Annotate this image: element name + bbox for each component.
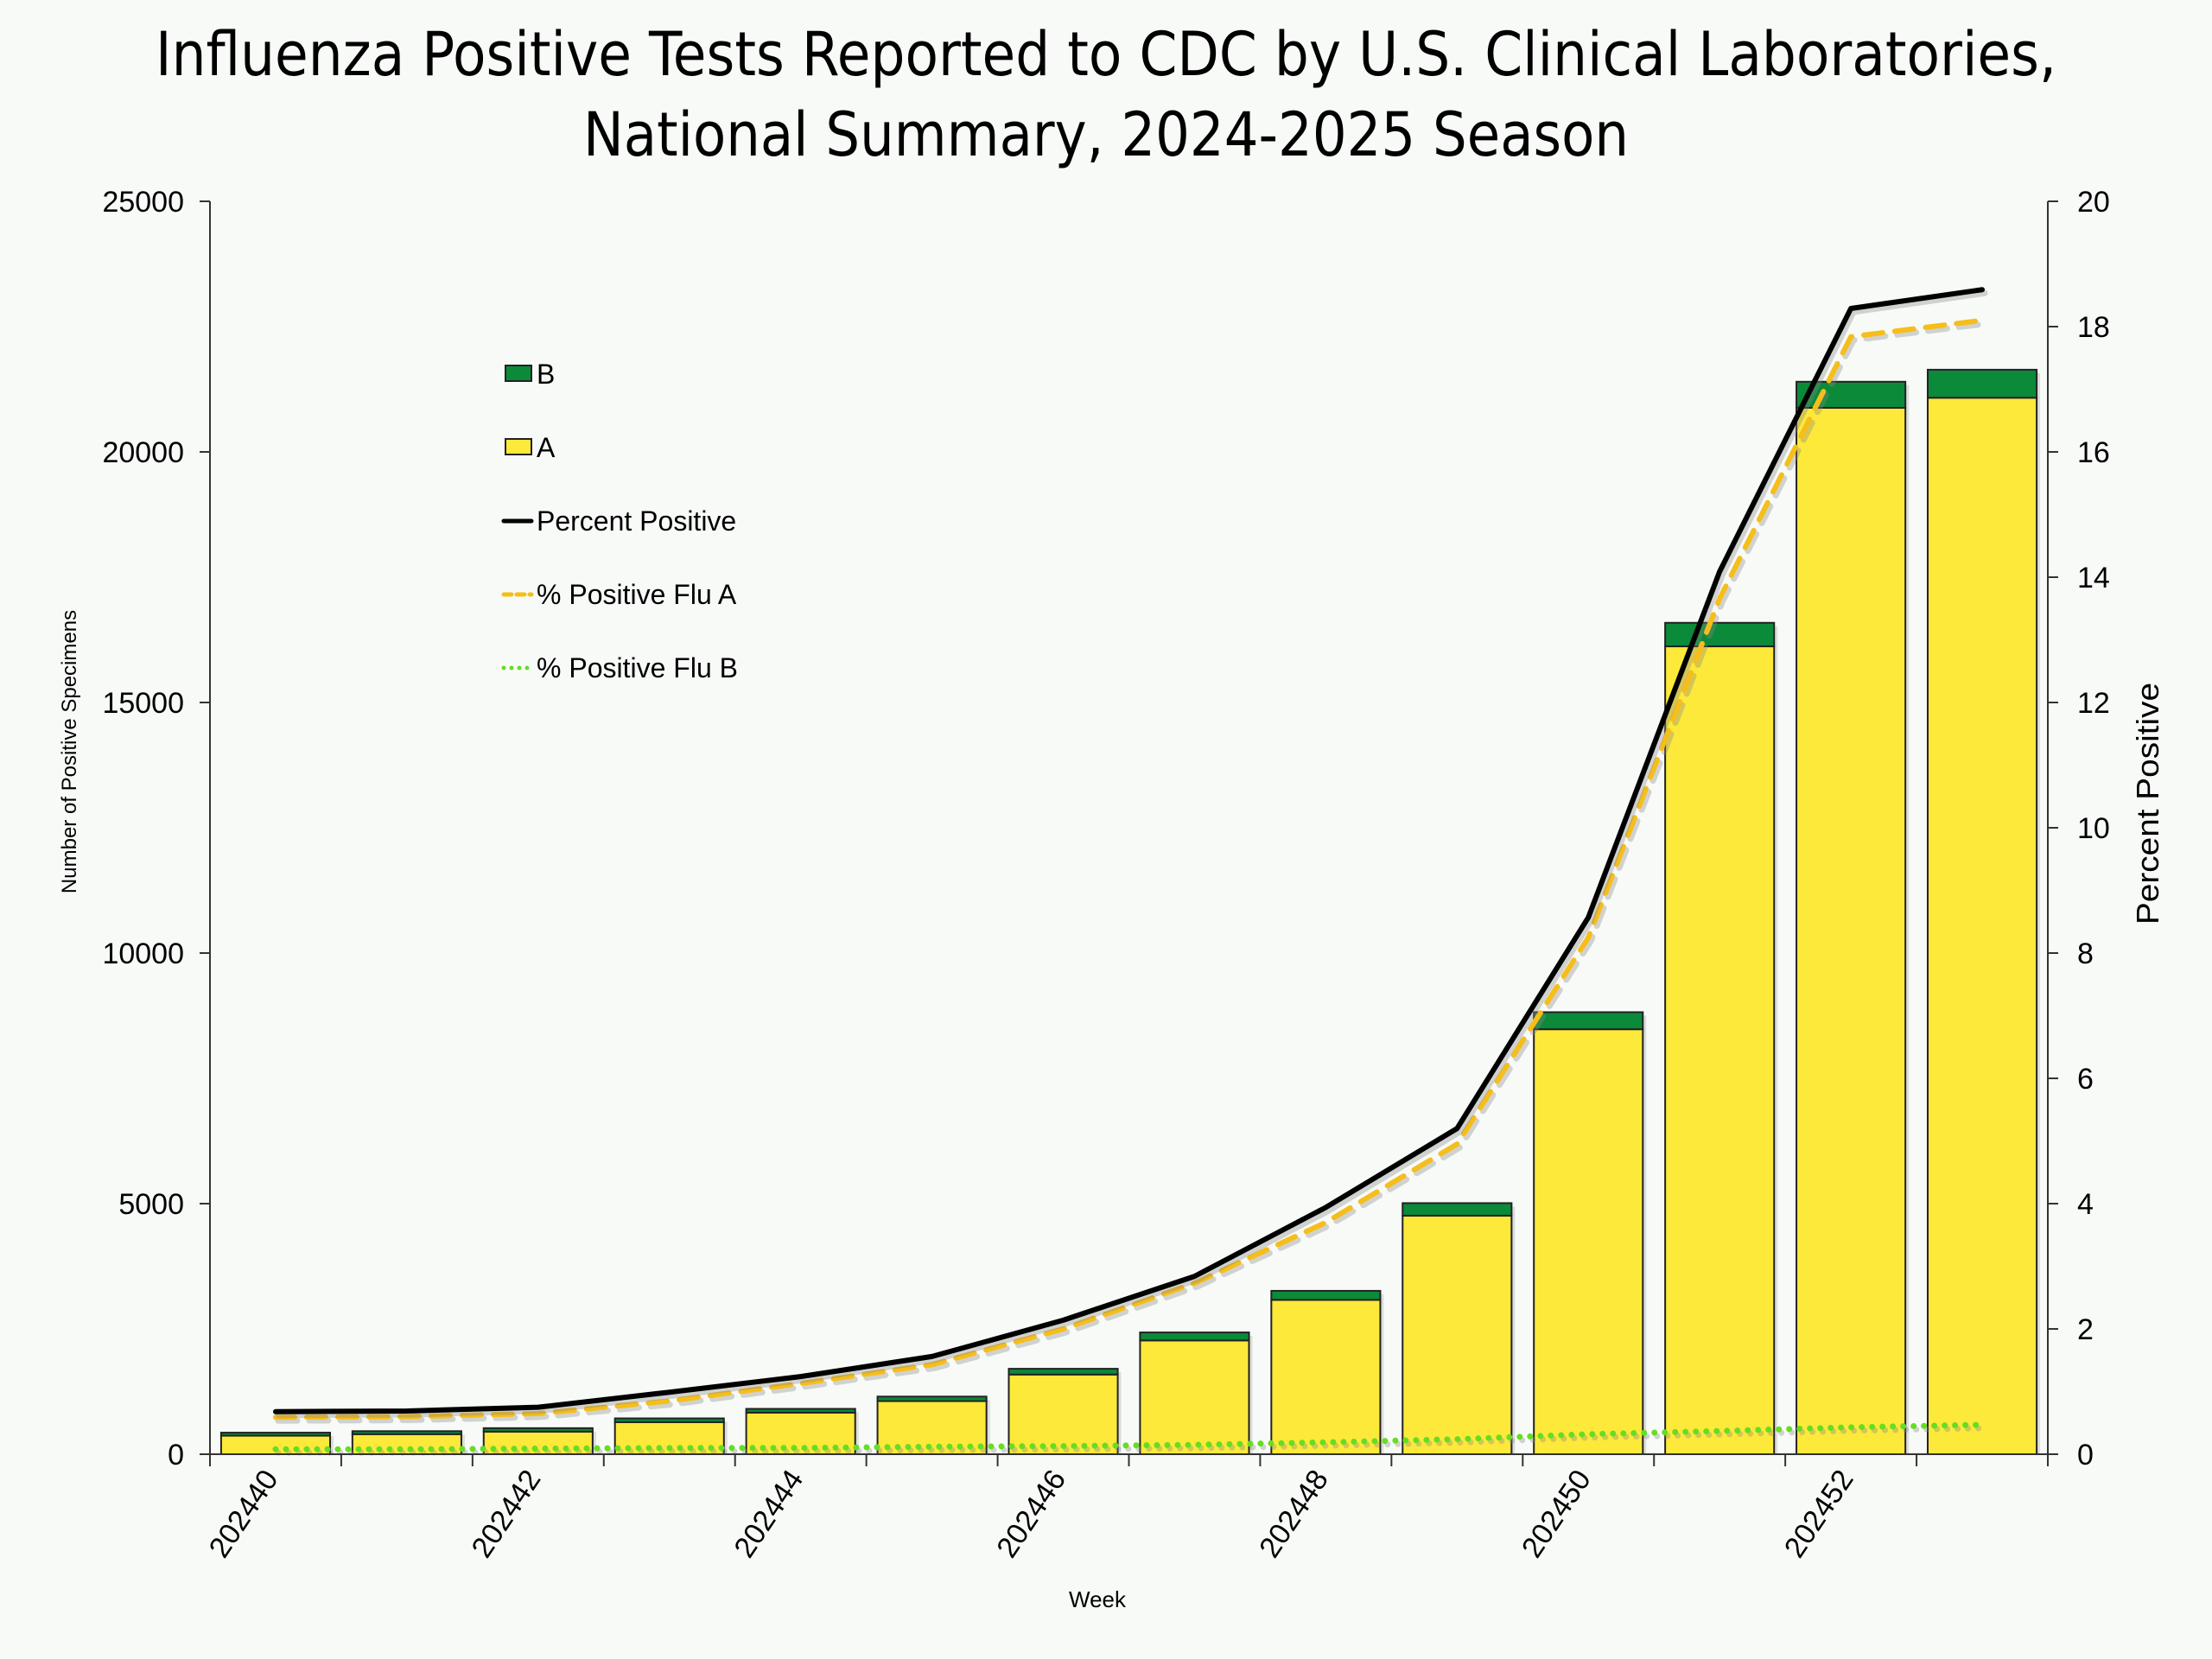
y-tick-label: 25000 [102,186,184,219]
x-tick-label: 202452 [1778,1464,1860,1563]
y2-tick-label: 0 [2077,1439,2094,1471]
bar-segment-b [1402,1202,1513,1217]
legend-label: B [537,359,555,390]
y-tick-label: 15000 [102,687,184,720]
x-tick-label: 202448 [1253,1464,1335,1563]
legend-label: % Positive Flu B [537,652,738,683]
y-tick-label: 20000 [102,436,184,469]
y2-tick-label: 20 [2077,186,2110,219]
chart-title-line-2: National Summary, 2024-2025 Season [583,99,1629,170]
line-shadow-positive-flu-b [275,1425,1988,1456]
y2-tick-label: 8 [2077,938,2094,970]
bar-segment-a [1270,1299,1382,1455]
y2-tick-label: 18 [2077,311,2110,344]
bar-segment-a [1533,1028,1644,1456]
bar-segment-b [613,1417,725,1423]
x-axis-title: Week [1069,1586,1127,1612]
legend-label: Percent Positive [537,505,736,537]
bar-segment-b [219,1432,332,1437]
y-tick-label: 5000 [118,1188,184,1221]
line-percent-positive [272,287,1986,1414]
legend-item-b: B [505,359,555,390]
bar-segment-a [1664,645,1776,1455]
bar-segment-b [745,1408,856,1414]
line-positive-flu-a [272,317,1986,1421]
x-tick-label: 202440 [203,1464,285,1563]
lines-layer [272,287,1988,1456]
bar-segment-a [1926,397,2038,1455]
bar-segment-b [1664,621,1776,648]
y2-tick-label: 10 [2077,812,2110,845]
legend-item-a: A [505,432,556,463]
x-tick-label: 202450 [1516,1464,1598,1563]
bar-segment-a [1796,406,1907,1456]
y2-tick-label: 14 [2077,562,2110,594]
y-tick-label: 0 [168,1439,184,1471]
legend-label: A [537,432,556,463]
y2-axis-title: Percent Positive [2130,683,2165,925]
y2-tick-label: 12 [2077,687,2110,720]
chart-title-line-1: Influenza Positive Tests Reported to CDC… [156,19,2056,90]
bar-segment-b [1270,1289,1382,1301]
x-tick-label: 202444 [728,1464,810,1563]
bar-segment-b [1926,368,2038,399]
bar-segment-b [482,1427,594,1433]
bar-segment-b [876,1395,988,1402]
legend-label: % Positive Flu A [537,579,737,610]
legend: B A Percent Positive % Positive Flu A % Posi… [501,359,738,683]
bars-layer [219,368,2041,1456]
line-shadow-percent-positive [275,289,1988,1419]
legend-item-positive-flu-b: % Positive Flu B [501,652,738,683]
y2-tick-label: 4 [2077,1188,2094,1221]
y2-tick-label: 6 [2077,1063,2094,1096]
line-positive-flu-b [272,1421,1986,1452]
legend-swatch-box [505,438,532,455]
x-tick-label: 202442 [465,1464,547,1563]
line-shadow-positive-flu-a [275,321,1988,1424]
y-tick-label: 10000 [102,938,184,970]
bar-segment-b [351,1430,462,1435]
legend-swatch-box [505,365,532,382]
bar-segment-b [1007,1368,1119,1376]
bar-segment-a [745,1411,856,1455]
x-tick-label: 202446 [990,1464,1072,1563]
y2-tick-label: 2 [2077,1313,2094,1346]
bar-segment-b [1533,1011,1644,1031]
y2-tick-label: 16 [2077,436,2110,469]
bar-segment-b [1139,1332,1250,1342]
bar-segment-a [1402,1214,1513,1456]
legend-item-positive-flu-a: % Positive Flu A [501,579,737,610]
bar-segment-a [1007,1373,1119,1456]
bar-segment-a [1139,1339,1250,1455]
y-axis-title: Number of Positive Specimens [58,610,81,893]
legend-item-percent-positive: Percent Positive [501,505,736,537]
